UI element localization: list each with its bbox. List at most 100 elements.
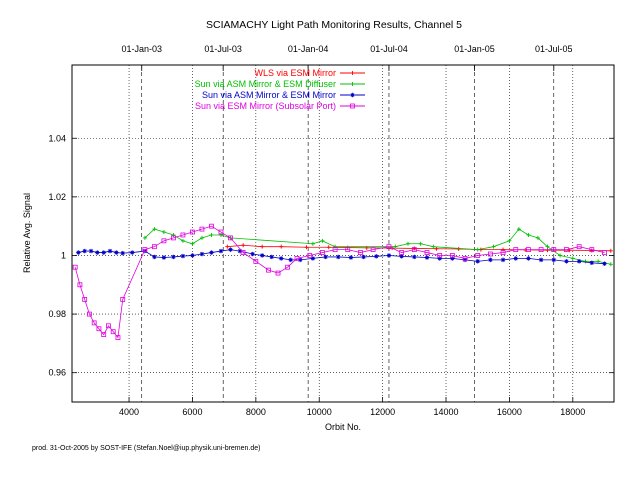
- data-point-series-2: [576, 259, 582, 264]
- data-point-series-3: [120, 297, 126, 302]
- data-point-series-2: [120, 250, 125, 256]
- data-point-series-1: [507, 238, 512, 243]
- legend-label: Sun via ASM Mirror & ESM Diffuser: [195, 79, 336, 89]
- data-point-series-2: [237, 248, 243, 254]
- top-axis-label: 01-Jul-05: [535, 44, 573, 54]
- data-point-series-1: [393, 244, 398, 249]
- data-point-series-3: [240, 250, 246, 255]
- data-point-series-3: [449, 253, 455, 258]
- x-tick-labels: 4000 6000 8000 10000 12000 14000 16000 18000: [119, 407, 585, 417]
- top-axis-label: 01-Jul-03: [204, 44, 242, 54]
- data-point-series-2: [152, 254, 157, 260]
- data-point-series-2: [199, 251, 205, 257]
- data-point-series-3: [294, 256, 300, 261]
- data-point-series-3: [275, 270, 281, 276]
- data-point-series-3: [411, 247, 417, 253]
- data-point-series-1: [475, 247, 480, 252]
- data-point-series-1: [209, 232, 214, 237]
- data-point-series-3: [152, 244, 157, 250]
- data-point-series-0: [545, 248, 550, 253]
- data-point-series-2: [107, 248, 113, 254]
- data-point-series-3: [106, 323, 111, 329]
- data-point-series-1: [218, 232, 223, 237]
- data-point-series-2: [95, 250, 100, 255]
- x-tick-label: 12000: [370, 407, 395, 417]
- data-point-series-1: [142, 235, 147, 240]
- data-point-series-2: [450, 256, 455, 261]
- data-point-series-2: [526, 256, 531, 261]
- data-point-series-1: [180, 238, 185, 243]
- data-point-series-3: [171, 235, 176, 241]
- data-point-series-2: [386, 253, 392, 258]
- legend-label: WLS via ESM Mirror: [254, 68, 336, 78]
- data-point-series-0: [260, 244, 265, 249]
- data-point-series-2: [209, 250, 214, 255]
- data-point-series-3: [345, 247, 351, 253]
- data-point-series-3: [228, 235, 233, 241]
- data-point-series-2: [348, 255, 354, 260]
- data-marks: [72, 71, 613, 340]
- data-point-series-1: [161, 230, 166, 235]
- data-point-series-3: [437, 253, 443, 258]
- y-tick-labels: 0.96 0.98 1 1.02 1.04: [48, 133, 66, 377]
- data-point-series-1: [405, 241, 410, 246]
- data-point-series-3: [602, 250, 607, 255]
- data-point-series-2: [399, 254, 404, 259]
- data-point-series-3: [142, 247, 148, 253]
- y-tick-label: 0.98: [48, 309, 66, 319]
- data-point-series-3: [500, 250, 506, 255]
- data-point-series-2: [602, 261, 607, 266]
- data-point-series-0: [608, 248, 613, 253]
- top-axis-label: 01-Jan-05: [454, 44, 495, 54]
- data-point-series-1: [608, 262, 613, 267]
- data-point-series-0: [456, 247, 461, 252]
- top-axis-label: 01-Jul-04: [370, 44, 408, 54]
- data-point-series-2: [310, 256, 316, 261]
- legend-label: Sun via ESM Mirror (Subsolar Port): [195, 101, 336, 111]
- data-point-series-2: [76, 250, 81, 255]
- data-point-series-1: [570, 256, 575, 261]
- data-point-series-3: [576, 244, 582, 250]
- data-point-series-2: [161, 255, 167, 260]
- data-point-series-3: [526, 247, 531, 253]
- data-point-series-3: [91, 320, 97, 326]
- grid-lines: [72, 65, 614, 402]
- data-point-series-2: [259, 253, 265, 258]
- x-tick-label: 14000: [433, 407, 458, 417]
- y-tick-label: 1: [61, 250, 66, 260]
- data-point-series-3: [115, 335, 121, 340]
- legend-label: Sun via ASM Mirror & ESM Mirror: [202, 90, 336, 100]
- data-point-series-2: [538, 257, 544, 263]
- data-point-series-2: [412, 254, 417, 260]
- data-point-series-1: [171, 232, 176, 237]
- data-point-series-2: [336, 254, 341, 260]
- data-point-series-1: [516, 227, 521, 232]
- data-point-series-0: [434, 246, 439, 251]
- data-point-series-2: [298, 257, 303, 263]
- data-point-series-1: [535, 235, 540, 240]
- data-point-series-2: [323, 254, 328, 260]
- data-point-series-3: [218, 229, 224, 235]
- data-point-series-2: [269, 254, 274, 260]
- data-point-series-1: [190, 241, 195, 246]
- data-point-series-2: [500, 257, 506, 263]
- data-point-series-1: [310, 241, 315, 246]
- data-point-series-2: [361, 254, 366, 260]
- data-point-series-2: [218, 248, 224, 254]
- x-tick-label: 18000: [560, 407, 585, 417]
- data-point-series-3: [513, 247, 519, 253]
- data-point-series-1: [558, 253, 563, 258]
- data-point-series-0: [304, 245, 309, 250]
- data-point-series-1: [152, 227, 157, 232]
- data-point-series-3: [72, 264, 78, 270]
- data-point-series-3: [77, 282, 83, 288]
- data-point-series-2: [190, 253, 195, 258]
- data-point-series-2: [101, 250, 106, 255]
- data-point-series-2: [513, 256, 518, 261]
- plot-frame: [71, 64, 615, 403]
- data-point-series-3: [551, 247, 557, 253]
- data-point-series-3: [307, 253, 313, 258]
